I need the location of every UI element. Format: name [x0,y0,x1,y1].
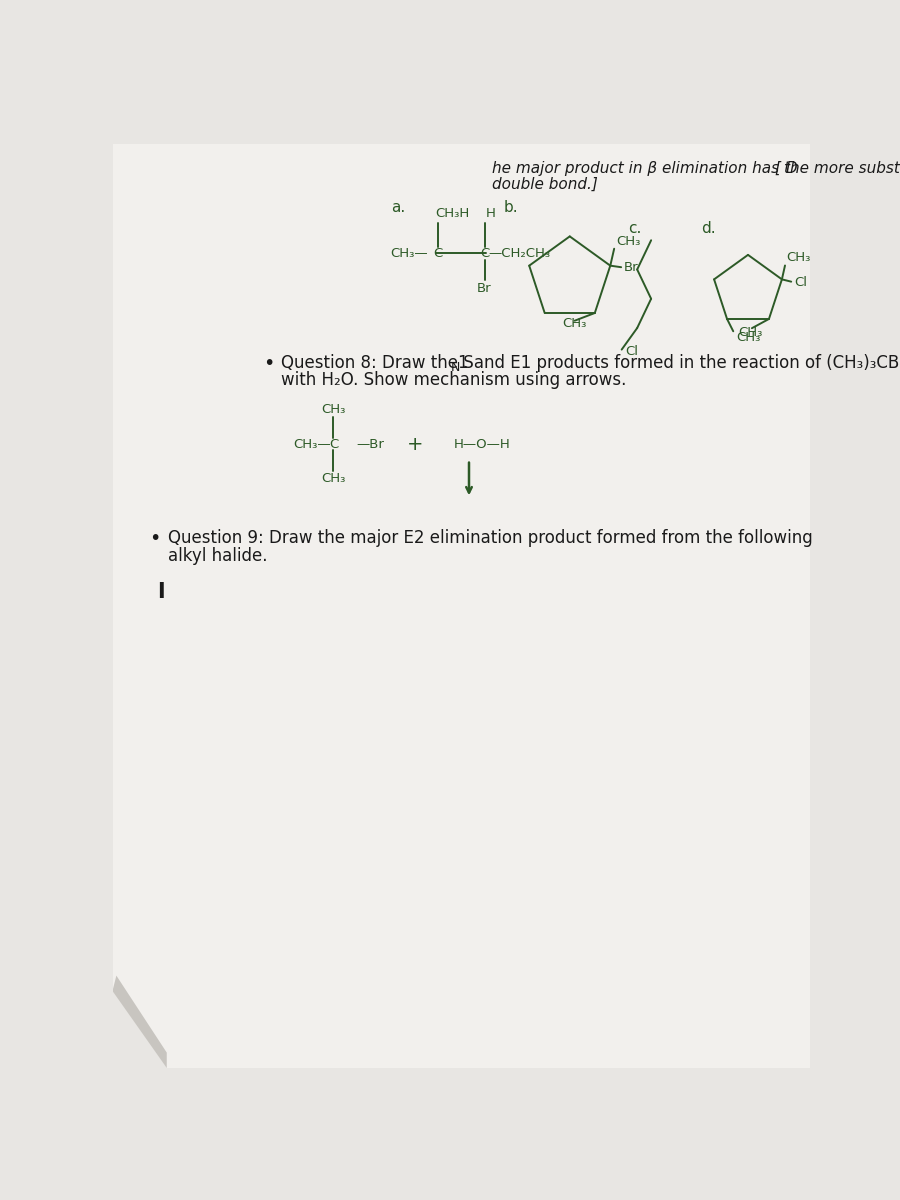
Text: CH₃: CH₃ [321,403,346,416]
Text: CH₃: CH₃ [738,326,762,340]
Text: —CH₂CH₃: —CH₂CH₃ [489,247,551,260]
Text: N: N [451,361,461,373]
Text: Br: Br [625,260,639,274]
Text: CH₃: CH₃ [616,234,641,247]
Text: I: I [158,582,165,602]
Text: H—O—H: H—O—H [454,438,510,451]
Text: C: C [480,247,489,260]
Polygon shape [112,976,166,1068]
Text: —Br: —Br [356,438,384,451]
Text: C: C [434,247,443,260]
Text: CH₃—: CH₃— [293,438,330,451]
Text: a.: a. [392,199,406,215]
Text: c.: c. [628,221,641,236]
Text: Br: Br [477,282,491,295]
Text: •: • [264,354,274,373]
Text: double bond.]: double bond.] [492,176,598,192]
Text: alkyl halide.: alkyl halide. [168,547,268,565]
Text: Cl: Cl [795,276,807,289]
Text: H: H [486,206,496,220]
Text: he major product in β elimination has the more substituted: he major product in β elimination has th… [492,161,900,176]
Text: CH₃: CH₃ [562,317,587,330]
Text: with H₂O. Show mechanism using arrows.: with H₂O. Show mechanism using arrows. [282,371,626,389]
Text: Question 8: Draw the S: Question 8: Draw the S [282,354,474,372]
Text: •: • [149,529,161,547]
Polygon shape [112,144,810,1068]
Text: CH₃: CH₃ [736,331,760,344]
Text: CH₃: CH₃ [321,473,346,486]
Text: CH₃—: CH₃— [390,247,428,260]
Text: CH₃H: CH₃H [435,206,469,220]
Text: C: C [328,438,338,451]
Text: [ D: [ D [775,161,797,176]
Text: d.: d. [701,221,716,236]
Text: +: + [407,434,423,454]
Text: Cl: Cl [625,344,638,358]
Text: Question 9: Draw the major E2 elimination product formed from the following: Question 9: Draw the major E2 eliminatio… [168,529,813,547]
Text: CH₃: CH₃ [787,251,811,264]
Text: 1 and E1 products formed in the reaction of (CH₃)₃CBr: 1 and E1 products formed in the reaction… [458,354,900,372]
Text: b.: b. [504,199,518,215]
